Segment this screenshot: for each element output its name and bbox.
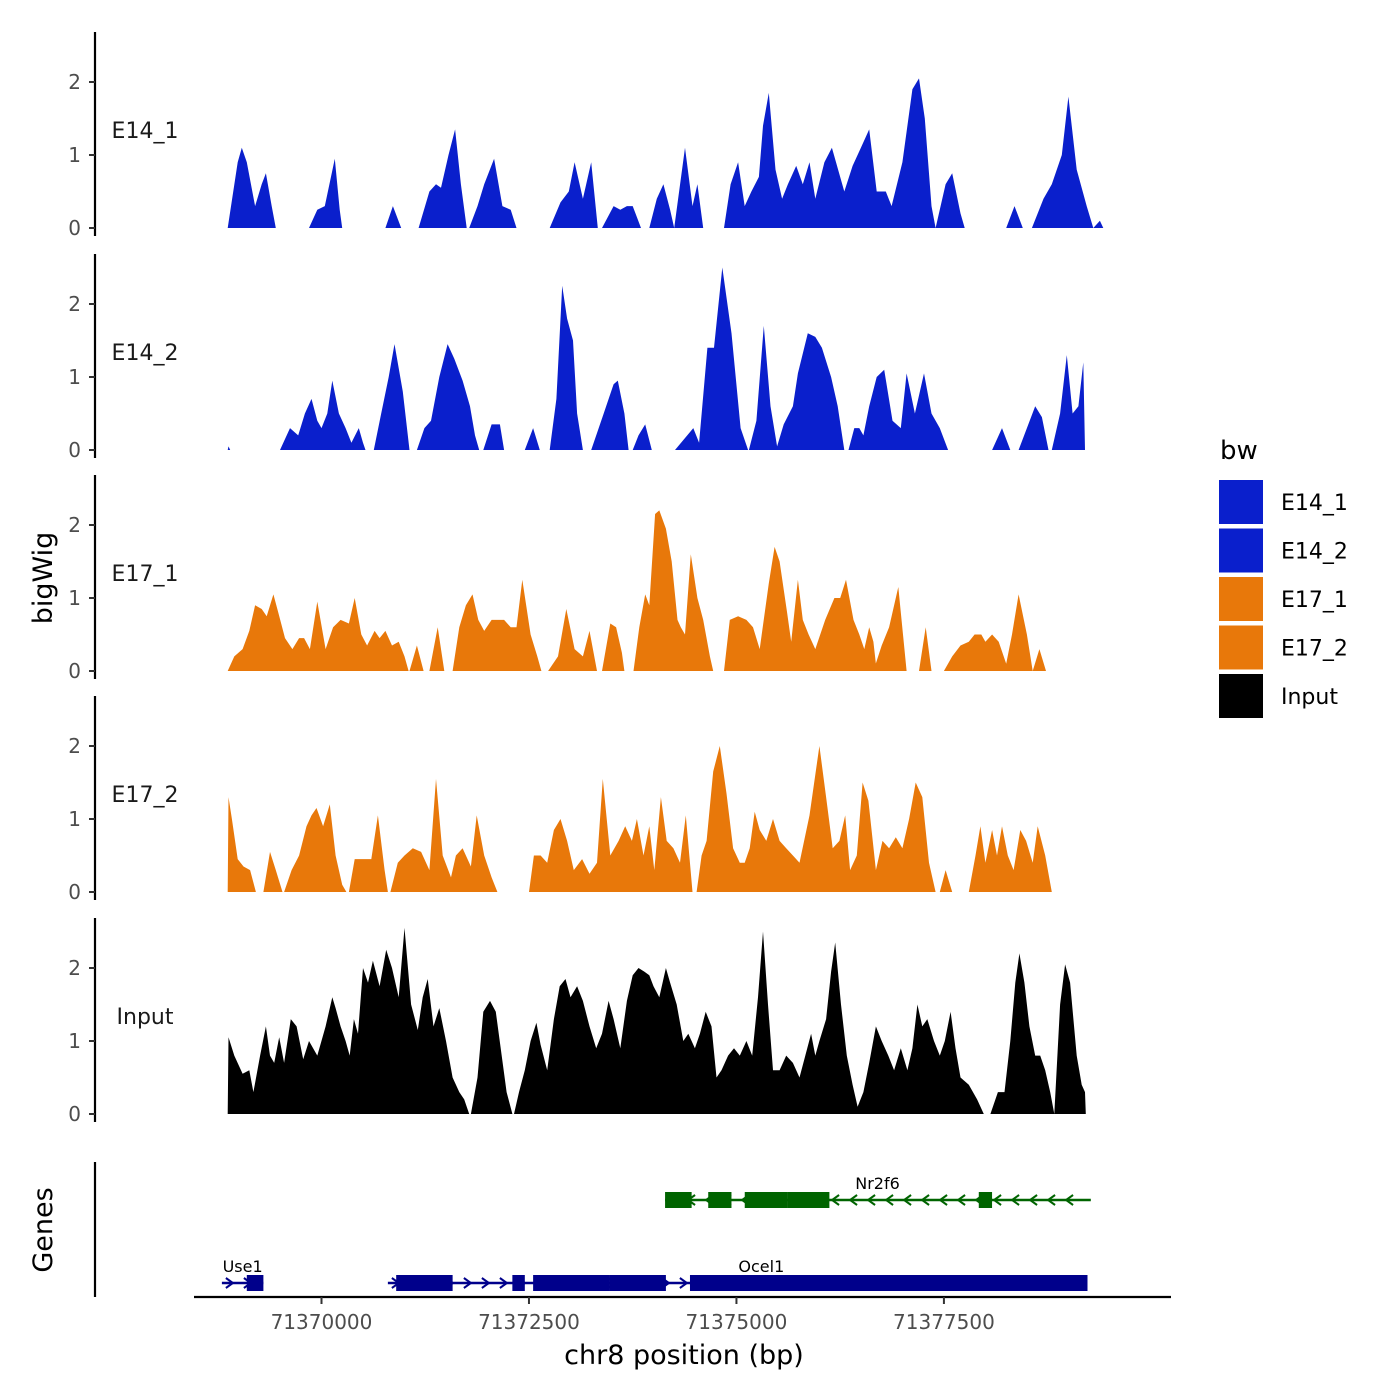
- track-e17-2: 0 1 2 E17_2: [68, 696, 1052, 904]
- exon: [609, 1275, 666, 1291]
- y-tick-label: 2: [68, 956, 81, 980]
- track-label: E17_1: [112, 562, 179, 587]
- y-tick-label: 1: [68, 1029, 81, 1053]
- strand-arrow: [830, 1194, 840, 1206]
- legend-label: E17_1: [1281, 588, 1348, 613]
- y-tick-label: 1: [68, 143, 81, 167]
- strand-arrow: [225, 1277, 235, 1289]
- genes-axis-title: Genes: [28, 1187, 59, 1272]
- strand-arrow: [679, 1277, 689, 1289]
- y-tick-label: 0: [68, 216, 81, 240]
- legend-swatch-e17-2: [1219, 625, 1263, 670]
- exon: [787, 1192, 830, 1208]
- exon: [533, 1275, 610, 1291]
- genes-panel: Use1 Ocel1 Nr2f6: [93, 1162, 1091, 1297]
- x-axis-title: chr8 position (bp): [564, 1340, 804, 1371]
- x-tick-label: 71370000: [271, 1310, 373, 1334]
- y-tick-label: 2: [68, 70, 81, 94]
- x-tick-label: 71372500: [478, 1310, 580, 1334]
- exon: [978, 1192, 993, 1208]
- strand-arrow: [866, 1194, 876, 1206]
- x-axis: 71370000 71372500 71375000 71377500: [194, 1295, 1171, 1334]
- y-tick-label: 0: [68, 880, 81, 904]
- strand-arrow: [1064, 1194, 1074, 1206]
- track-label: E14_2: [112, 341, 179, 366]
- gene-nr2f6: Nr2f6: [665, 1174, 1091, 1208]
- y-tick-label: 0: [68, 438, 81, 462]
- gene-label: Ocel1: [738, 1257, 784, 1276]
- gene-label: Use1: [223, 1257, 263, 1276]
- exon: [744, 1192, 788, 1208]
- y-tick-label: 0: [68, 659, 81, 683]
- legend-swatch-e17-1: [1219, 577, 1263, 621]
- strand-arrow: [481, 1277, 491, 1289]
- y-tick-label: 1: [68, 586, 81, 610]
- track-label: Input: [117, 1005, 174, 1030]
- track-input: 0 1 2 Input: [68, 918, 1086, 1126]
- legend: bw E14_1 E14_2 E17_1 E17_2 Input: [1219, 436, 1348, 718]
- signal-area-input: [227, 927, 1086, 1114]
- strand-arrow: [956, 1194, 966, 1206]
- strand-arrow: [902, 1194, 912, 1206]
- signal-area-e14_2: [227, 267, 1085, 450]
- strand-arrow: [499, 1277, 509, 1289]
- gene-label: Nr2f6: [855, 1174, 900, 1193]
- strand-arrow: [463, 1277, 473, 1289]
- exon: [665, 1192, 692, 1208]
- exon: [708, 1192, 732, 1208]
- signal-area-e14_1: [227, 78, 1104, 229]
- legend-swatch-input: [1219, 674, 1263, 718]
- y-tick-label: 1: [68, 365, 81, 389]
- gene-use1: Use1: [221, 1257, 264, 1291]
- track-e17-1: 0 1 2 E17_1: [68, 475, 1058, 683]
- bigwig-tracks: 0 1 2 E14_1 0 1 2 E14_2 0 1 2 E17_1 0 1 2 E17_2 0 1 2 Input: [68, 32, 1104, 1126]
- strand-arrow: [848, 1194, 858, 1206]
- strand-arrow: [920, 1194, 930, 1206]
- track-e14-2: 0 1 2 E14_2: [68, 254, 1085, 462]
- exon: [689, 1275, 1088, 1291]
- track-e14-1: 0 1 2 E14_1: [68, 32, 1104, 240]
- signal-area-e17_1: [227, 510, 1058, 671]
- y-tick-label: 2: [68, 513, 81, 537]
- legend-label: E17_2: [1281, 637, 1348, 662]
- y-tick-label: 2: [68, 292, 81, 316]
- legend-label: E14_1: [1281, 491, 1348, 516]
- y-tick-label: 0: [68, 1102, 81, 1126]
- strand-arrow: [1046, 1194, 1056, 1206]
- signal-area-e17_2: [227, 746, 1052, 892]
- strand-arrow: [938, 1194, 948, 1206]
- y-tick-label: 1: [68, 807, 81, 831]
- exon: [246, 1275, 264, 1291]
- exon: [396, 1275, 453, 1291]
- strand-arrow: [884, 1194, 894, 1206]
- legend-swatch-e14-1: [1219, 480, 1263, 524]
- strand-arrow: [992, 1194, 1002, 1206]
- x-tick-label: 71375000: [686, 1310, 788, 1334]
- exon: [512, 1275, 525, 1291]
- legend-title: bw: [1220, 436, 1258, 466]
- track-label: E14_1: [112, 119, 179, 144]
- strand-arrow: [1010, 1194, 1020, 1206]
- legend-label: E14_2: [1281, 540, 1348, 565]
- x-tick-label: 71377500: [893, 1310, 995, 1334]
- y-tick-label: 2: [68, 734, 81, 758]
- legend-label: Input: [1281, 685, 1338, 710]
- y-axis-title: bigWig: [28, 532, 59, 625]
- gene-ocel1: Ocel1: [387, 1257, 1088, 1291]
- legend-swatch-e14-2: [1219, 528, 1263, 573]
- strand-arrow: [1028, 1194, 1038, 1206]
- track-label: E17_2: [112, 783, 179, 808]
